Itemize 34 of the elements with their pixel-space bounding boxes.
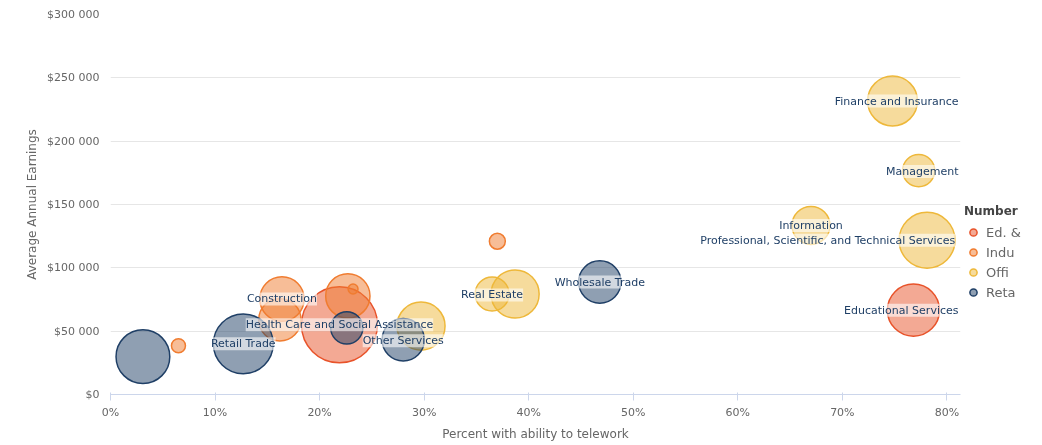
legend-title: Number — [964, 204, 1019, 218]
annotation: Health Care and Social Assistance — [245, 318, 434, 332]
x-tick-label: 20% — [307, 405, 332, 419]
annotation: Retail Trade — [210, 337, 276, 351]
annotation: Wholesale Trade — [554, 275, 646, 289]
y-axis-title: Average Annual Earnings — [25, 129, 40, 280]
x-tick-label: 40% — [516, 405, 541, 419]
annotation: Real Estate — [461, 288, 524, 302]
y-tick-label: $50 000 — [54, 324, 100, 338]
x-tick-label: 0% — [101, 405, 120, 419]
x-axis-title: Percent with ability to telework — [442, 426, 629, 441]
y-tick-label: $200 000 — [47, 134, 100, 148]
annotation: Professional, Scientific, and Technical Services — [700, 233, 956, 247]
y-tick-label: $250 000 — [47, 71, 100, 85]
annotation: Finance and Insurance — [834, 94, 959, 108]
y-tick-label: $150 000 — [47, 198, 100, 211]
annotation: Other Services — [362, 334, 445, 348]
x-tick-label: 60% — [725, 405, 751, 419]
annotation: Educational Services — [844, 303, 959, 317]
x-tick-label: 80% — [934, 405, 960, 419]
x-tick-label: 30% — [411, 405, 437, 419]
annotation: Management — [886, 165, 960, 179]
legend-label: Offi — [986, 264, 1009, 280]
legend-label: Reta — [986, 284, 1016, 300]
y-tick-label: $100 000 — [47, 261, 100, 275]
legend-label: Indu — [986, 244, 1015, 260]
x-tick-label: 70% — [830, 405, 855, 419]
annotation: Information — [779, 218, 843, 232]
annotation: Construction — [246, 292, 318, 306]
x-tick-label: 10% — [202, 405, 228, 419]
legend-label: Ed. & — [986, 224, 1021, 240]
x-tick-label: 50% — [621, 405, 646, 419]
y-tick-label: $300 000 — [47, 8, 100, 21]
y-tick-label: $0 — [85, 388, 100, 401]
